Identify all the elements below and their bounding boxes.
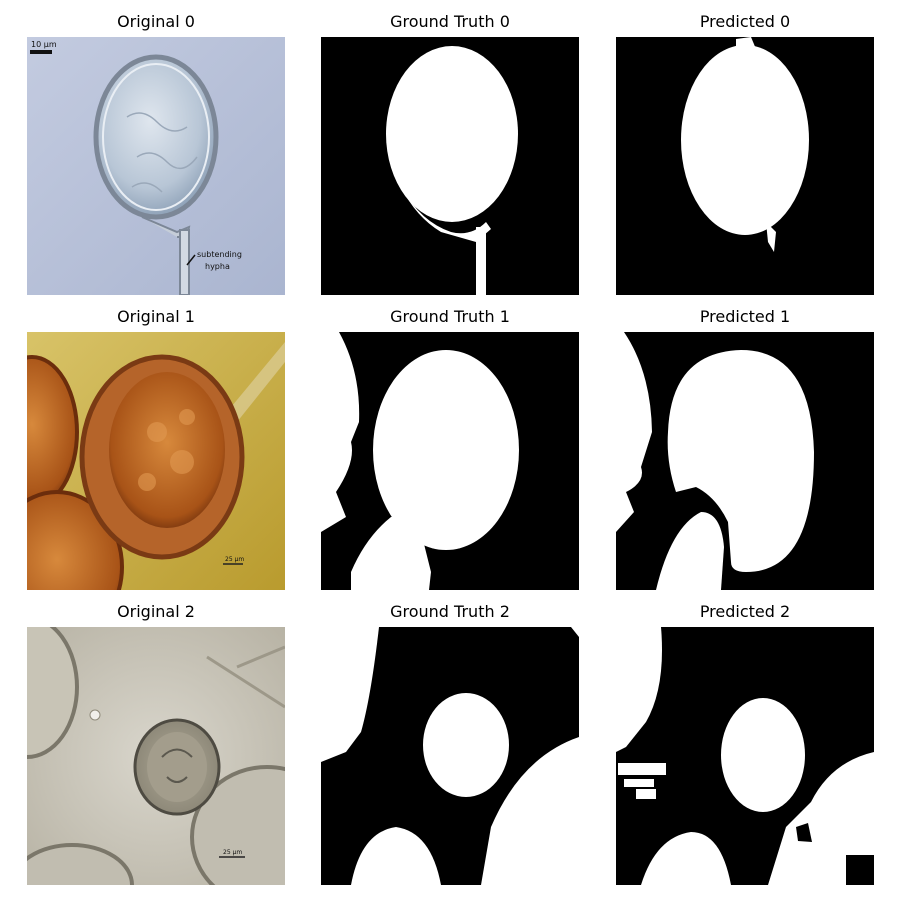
ground-truth-2-mask bbox=[321, 627, 579, 885]
original-2-image: 25 µm bbox=[27, 627, 285, 885]
original-1-title: Original 1 bbox=[117, 307, 195, 326]
subtending-label: subtending bbox=[197, 250, 242, 259]
predicted-2-title: Predicted 2 bbox=[699, 602, 791, 621]
hypha-label: hypha bbox=[205, 262, 230, 271]
scale-bar-label: 25 µm bbox=[223, 849, 242, 856]
predicted-2-mask bbox=[616, 627, 874, 885]
predicted-1-mask bbox=[616, 332, 874, 590]
ground-truth-0-title: Ground Truth 0 bbox=[390, 12, 510, 31]
ground-truth-2-title: Ground Truth 2 bbox=[390, 602, 510, 621]
original-0-image: 10 µm subtending hypha bbox=[27, 37, 285, 295]
original-2-title: Original 2 bbox=[117, 602, 195, 621]
predicted-0-mask bbox=[616, 37, 874, 295]
original-0-title: Original 0 bbox=[117, 12, 195, 31]
scale-bar-label: 25 µm bbox=[225, 556, 244, 563]
predicted-0-title: Predicted 0 bbox=[699, 12, 791, 31]
ground-truth-0-mask bbox=[321, 37, 579, 295]
scale-bar-label: 10 µm bbox=[31, 40, 57, 49]
ground-truth-1-mask bbox=[321, 332, 579, 590]
predicted-1-title: Predicted 1 bbox=[699, 307, 791, 326]
ground-truth-1-title: Ground Truth 1 bbox=[390, 307, 510, 326]
original-1-image: 25 µm bbox=[27, 332, 285, 590]
